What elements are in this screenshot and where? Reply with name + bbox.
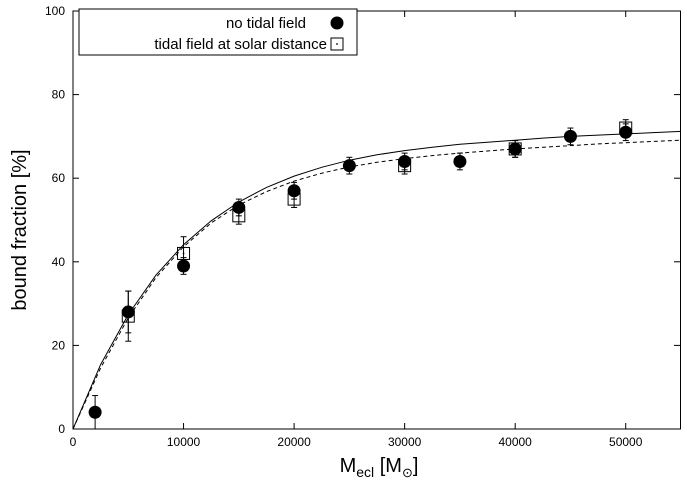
plot-frame — [72, 10, 681, 430]
x-axis-title-unit-close: ] — [413, 455, 419, 477]
marker-square-dot — [293, 198, 295, 201]
x-tick-label: 20000 — [277, 435, 311, 449]
legend-label-no-tidal-field: no tidal field — [226, 15, 306, 32]
legend: no tidal field tidal field at solar dist… — [78, 8, 358, 56]
point-tidal-field-solar — [121, 290, 135, 342]
y-tick-label: 80 — [52, 88, 66, 102]
point-tidal-field-solar — [398, 156, 412, 175]
marker-open-square — [619, 121, 633, 135]
axis-ticks: 0 10000 20000 30000 40000 50000 0 20 40 60 80 100 — [45, 4, 680, 449]
point-tidal-field-solar — [232, 206, 246, 225]
point-tidal-field-solar — [287, 190, 301, 208]
marker-filled-circle — [342, 159, 356, 173]
y-tick-label: 60 — [52, 171, 66, 185]
marker-square-dot — [514, 148, 517, 150]
marker-square-dot — [624, 127, 627, 129]
marker-open-square — [287, 192, 301, 206]
x-tick-label: 50000 — [609, 435, 643, 449]
fit-curves — [72, 130, 681, 430]
x-axis-title: Mecl [M⊙] — [340, 455, 419, 479]
y-tick-label: 40 — [52, 255, 66, 269]
marker-open-square — [177, 246, 191, 260]
point-no-tidal-field — [453, 152, 467, 171]
marker-square-dot — [182, 252, 185, 255]
marker-open-square — [121, 309, 135, 323]
point-no-tidal-field — [342, 156, 356, 175]
marker-square-dot — [127, 315, 130, 318]
fit-curve-no-tidal-solid — [72, 130, 681, 430]
point-tidal-field-solar — [619, 119, 633, 137]
x-axis-title-subscript: ecl — [356, 464, 374, 479]
y-tick-label: 20 — [52, 338, 66, 352]
x-tick-label: 40000 — [498, 435, 532, 449]
y-tick-label: 100 — [45, 4, 65, 18]
x-tick-label: 10000 — [167, 435, 201, 449]
marker-open-square — [232, 209, 246, 223]
legend-marker-filled-circle — [330, 16, 344, 30]
marker-square-dot — [237, 214, 240, 217]
marker-filled-circle — [88, 405, 102, 419]
point-tidal-field-solar — [508, 140, 522, 158]
legend-marker-square-dot — [336, 43, 338, 45]
x-axis-title-unit-open: [M — [374, 455, 402, 477]
legend-label-tidal-field-solar: tidal field at solar distance — [154, 36, 327, 53]
x-axis-title-unit-symbol: ⊙ — [402, 465, 413, 479]
marker-open-square — [398, 159, 412, 173]
x-tick-label: 30000 — [388, 435, 422, 449]
y-tick-label: 0 — [58, 422, 65, 436]
point-no-tidal-field — [88, 395, 102, 430]
fit-curve-tidal-dashed — [72, 139, 681, 430]
marker-square-dot — [403, 164, 406, 167]
point-no-tidal-field — [563, 127, 577, 146]
data-marks — [88, 119, 633, 430]
marker-filled-circle — [563, 129, 577, 143]
point-tidal-field-solar — [177, 236, 191, 271]
x-axis-title-main: M — [340, 455, 357, 477]
x-tick-label: 0 — [70, 435, 77, 449]
y-axis-title: bound fraction [%] — [9, 149, 31, 310]
marker-open-square — [508, 142, 522, 156]
legend-box — [78, 8, 358, 56]
marker-filled-circle — [453, 154, 467, 168]
